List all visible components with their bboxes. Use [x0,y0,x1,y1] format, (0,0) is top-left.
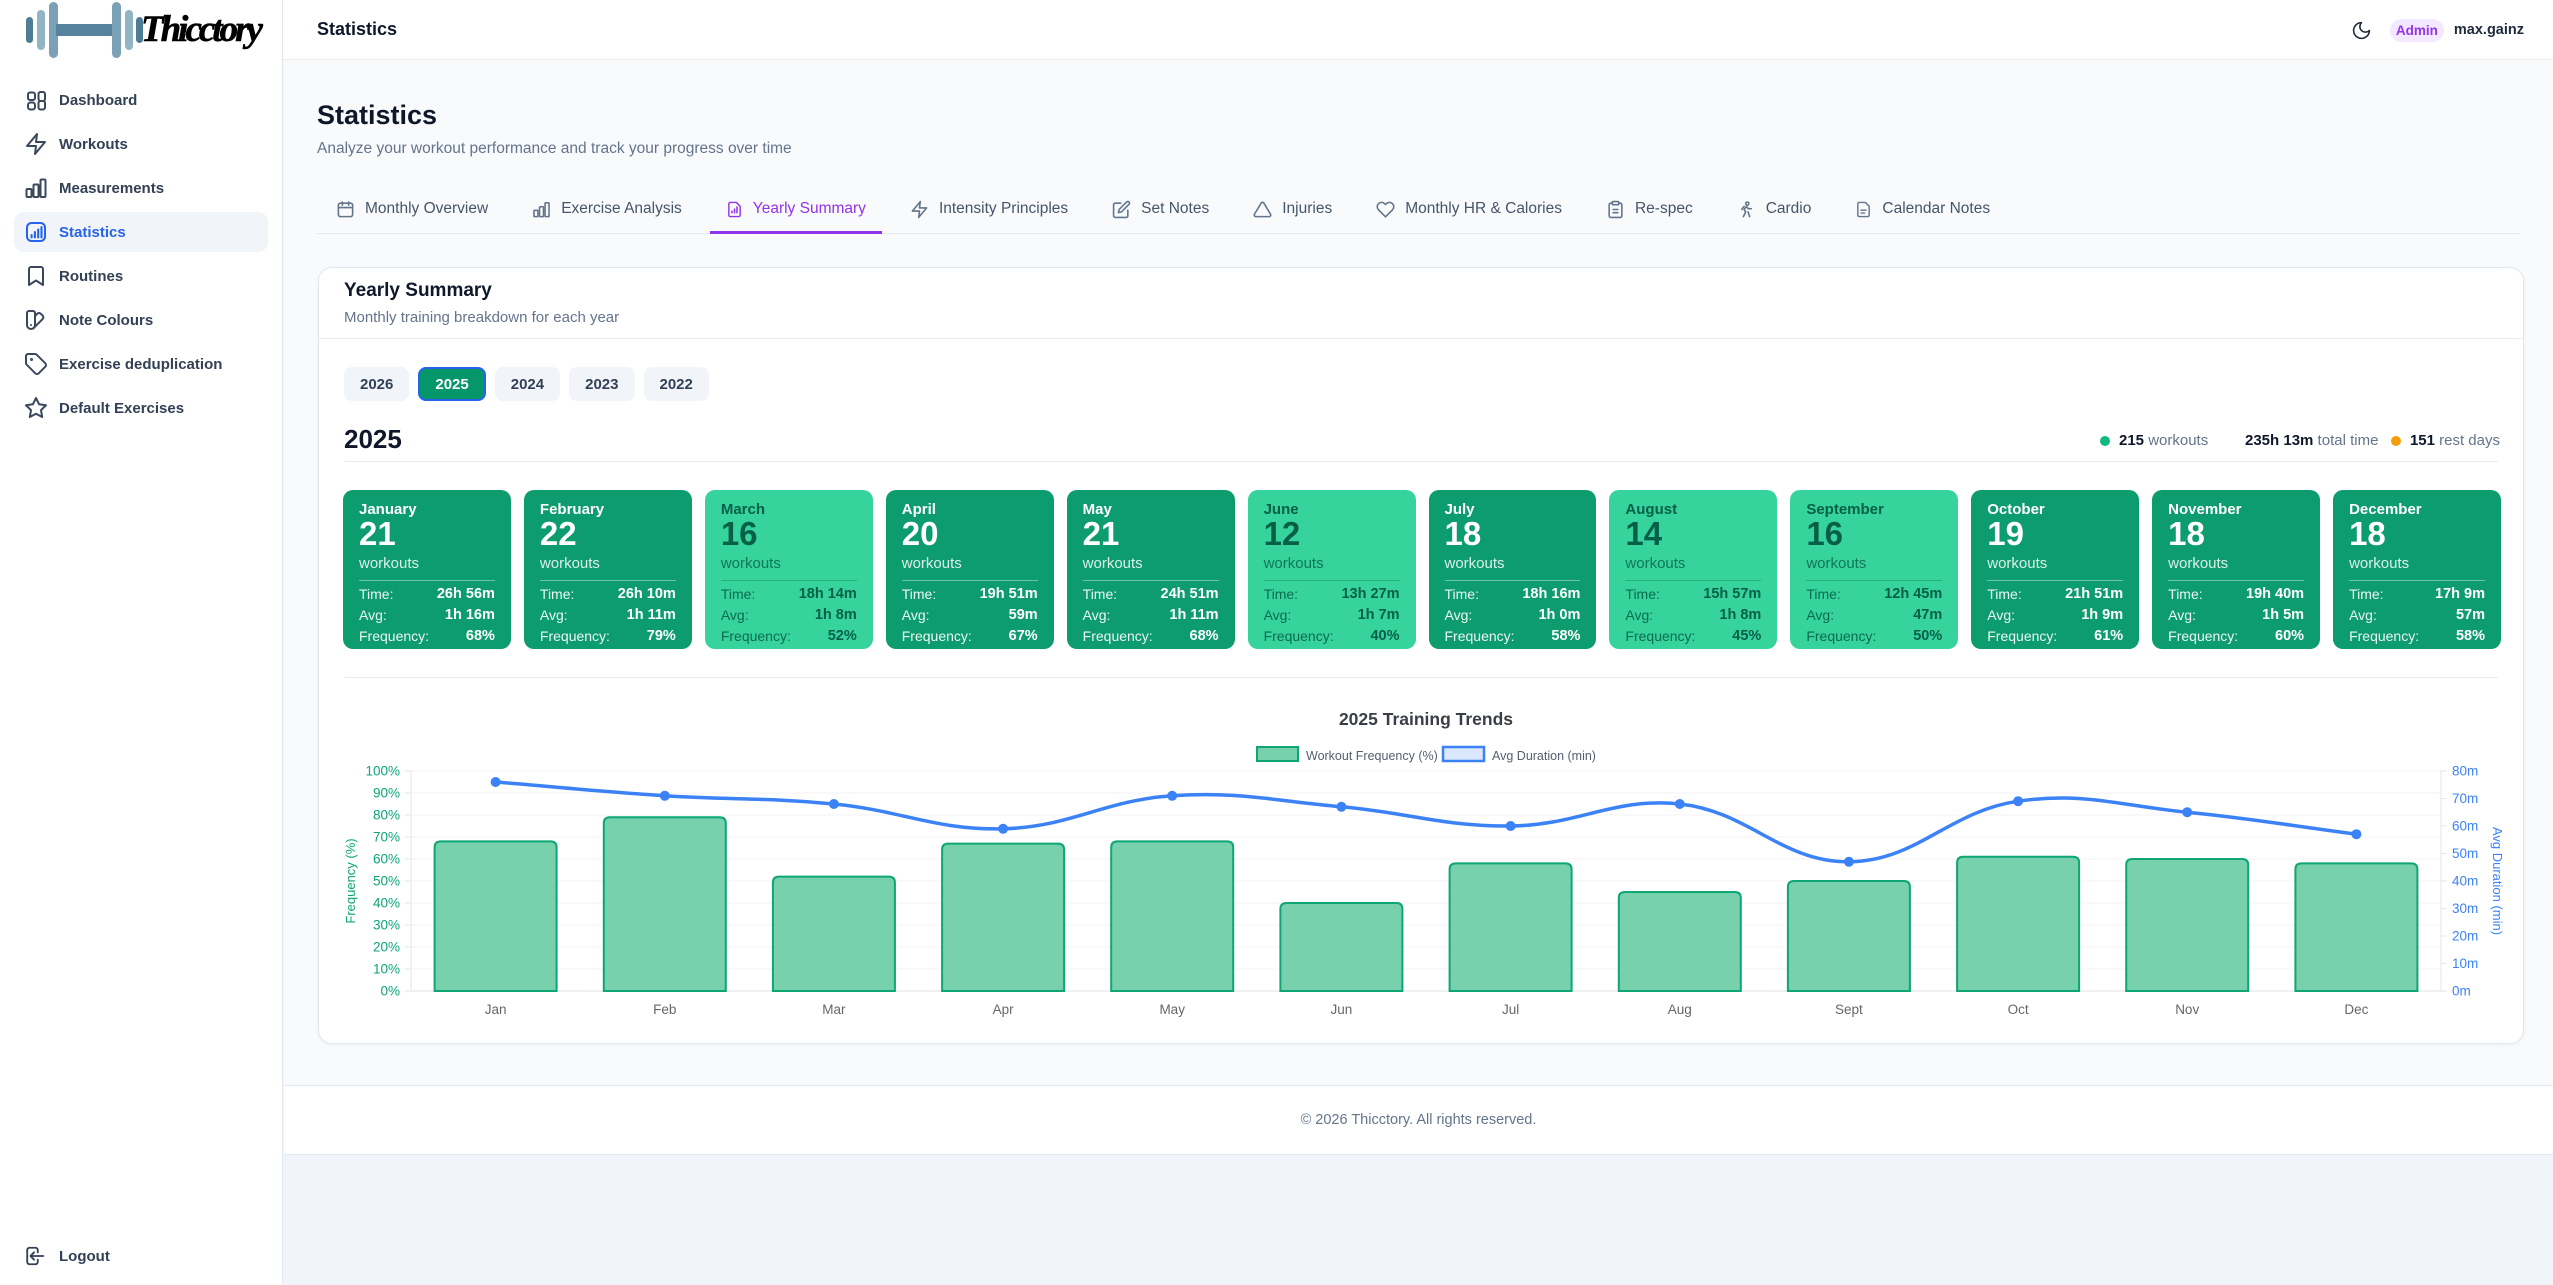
svg-text:0m: 0m [2452,984,2471,999]
svg-text:60m: 60m [2452,819,2478,834]
svg-text:20m: 20m [2452,929,2478,944]
svg-text:10m: 10m [2452,956,2478,971]
svg-text:Sept: Sept [1835,1002,1863,1017]
svg-text:50%: 50% [373,874,400,889]
svg-text:30%: 30% [373,918,400,933]
svg-text:40%: 40% [373,896,400,911]
svg-text:Frequency (%): Frequency (%) [343,838,358,923]
svg-text:Jul: Jul [1502,1002,1519,1017]
svg-text:Feb: Feb [653,1002,676,1017]
svg-text:90%: 90% [373,786,400,801]
svg-text:20%: 20% [373,940,400,955]
svg-text:Apr: Apr [993,1002,1015,1017]
svg-text:Jan: Jan [485,1002,507,1017]
svg-text:2025 Training Trends: 2025 Training Trends [1339,709,1513,729]
svg-text:Aug: Aug [1668,1002,1692,1017]
svg-text:30m: 30m [2452,901,2478,916]
svg-text:Avg Duration (min): Avg Duration (min) [2490,827,2505,935]
svg-text:Mar: Mar [822,1002,846,1017]
svg-text:70%: 70% [373,830,400,845]
svg-text:50m: 50m [2452,846,2478,861]
svg-text:Oct: Oct [2008,1002,2029,1017]
svg-text:60%: 60% [373,852,400,867]
svg-text:0%: 0% [380,984,400,999]
svg-text:Nov: Nov [2175,1002,2199,1017]
svg-text:Dec: Dec [2344,1002,2368,1017]
svg-text:80%: 80% [373,808,400,823]
svg-text:100%: 100% [365,764,400,779]
svg-text:70m: 70m [2452,791,2478,806]
svg-text:Workout Frequency (%): Workout Frequency (%) [1306,749,1438,763]
svg-text:10%: 10% [373,962,400,977]
svg-text:Jun: Jun [1331,1002,1353,1017]
svg-text:40m: 40m [2452,874,2478,889]
svg-text:May: May [1159,1002,1185,1017]
svg-text:80m: 80m [2452,764,2478,779]
svg-text:Avg Duration (min): Avg Duration (min) [1492,749,1596,763]
